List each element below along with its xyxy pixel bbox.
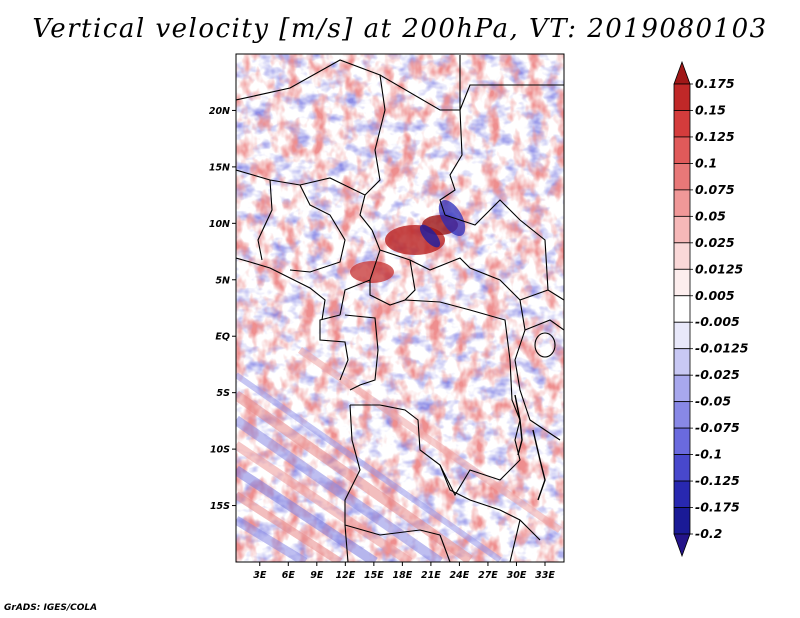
colorbar-label: -0.005 [695, 314, 740, 329]
longitude-axis: 3E 6E 9E 12E 15E 18E 21E 24E 27E 30E 33E [253, 562, 555, 581]
colorbar-swatch [673, 215, 691, 244]
colorbar-label: 0.175 [695, 76, 735, 91]
velocity-field [236, 54, 564, 562]
colorbar-swatch [673, 348, 691, 376]
colorbar-swatch [673, 136, 691, 164]
lon-tick-label: 27E [478, 570, 498, 581]
lon-tick-label: 12E [335, 570, 355, 581]
lat-tick-label: 20N [209, 106, 230, 117]
colorbar-swatch [673, 163, 691, 191]
colorbar-swatch [673, 242, 691, 270]
country-borders [236, 55, 564, 562]
lon-tick-label: 30E [507, 570, 527, 581]
colorbar-swatch [673, 110, 691, 138]
footer-credit: GrADS: IGES/COLA [4, 603, 98, 613]
colorbar-label: 0.0125 [695, 261, 744, 276]
colorbar-label: 0.005 [695, 288, 735, 303]
lat-tick-label: 5N [215, 275, 230, 286]
colorbar-label: 0.1 [695, 155, 717, 170]
colorbar-label: -0.175 [695, 500, 740, 515]
latitude-axis: 20N 15N 10N 5N EQ 5S 10S 15S [209, 106, 236, 512]
lat-tick-label: EQ [215, 332, 230, 343]
lat-tick-label: 5S [217, 388, 231, 399]
lat-tick-label: 10N [209, 219, 230, 230]
colorbar-swatch [673, 454, 691, 482]
colorbar-label: -0.025 [695, 367, 740, 382]
map-title: Vertical velocity [m/s] at 200hPa, VT: 2… [32, 14, 768, 44]
colorbar-label: 0.075 [695, 182, 735, 197]
lat-tick-label: 15N [209, 162, 230, 173]
colorbar-label: 0.05 [695, 208, 726, 223]
lon-tick-label: 3E [253, 570, 267, 581]
colorbar-swatch [673, 374, 691, 403]
colorbar-label: -0.05 [695, 394, 731, 409]
lon-tick-label: 6E [282, 570, 296, 581]
colorbar-swatch [673, 83, 691, 111]
colorbar-swatch [673, 507, 691, 535]
lon-tick-label: 24E [450, 570, 470, 581]
colorbar-label: -0.125 [695, 473, 740, 488]
colorbar-label: 0.125 [695, 129, 735, 144]
colorbar-swatch [673, 480, 691, 508]
colorbar-swatch [673, 268, 691, 297]
colorbar-label: -0.0125 [695, 341, 749, 356]
colorbar-label: -0.075 [695, 420, 740, 435]
colorbar-label: 0.15 [695, 102, 726, 117]
lon-tick-label: 18E [393, 570, 413, 581]
colorbar-bottom-arrow [673, 533, 691, 558]
colorbar-swatch [673, 401, 691, 429]
colorbar-swatch [673, 427, 691, 455]
colorbar-label: -0.1 [695, 447, 722, 462]
colorbar-label: 0.025 [695, 235, 735, 250]
colorbar-top-arrow [673, 60, 691, 85]
colorbar: 0.175 0.15 0.125 0.1 0.075 0.05 0.025 0.0125 0.0… [673, 60, 749, 558]
lon-tick-label: 15E [364, 570, 384, 581]
colorbar-swatch [673, 295, 691, 323]
colorbar-swatch [673, 321, 691, 350]
map-frame [235, 53, 565, 563]
lat-tick-label: 15S [210, 501, 230, 512]
lon-tick-label: 9E [310, 570, 324, 581]
colorbar-label: -0.2 [695, 526, 722, 541]
lat-tick-label: 10S [210, 445, 230, 456]
lon-tick-label: 21E [421, 570, 441, 581]
lon-tick-label: 33E [535, 570, 555, 581]
colorbar-swatch [673, 189, 691, 217]
